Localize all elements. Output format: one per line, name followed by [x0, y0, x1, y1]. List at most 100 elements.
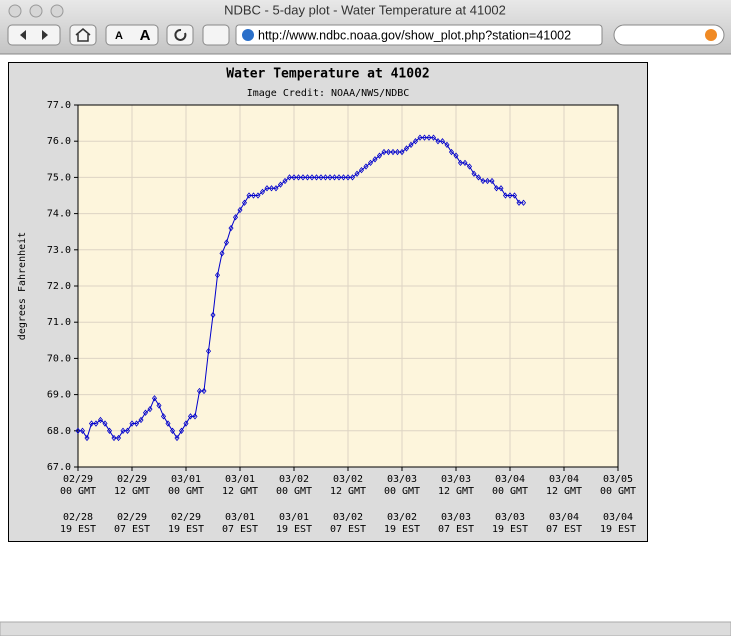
- home-button[interactable]: [69, 24, 97, 46]
- data-point: [480, 177, 486, 185]
- x-tick-est-date: 03/04: [603, 512, 633, 523]
- address-bar[interactable]: [235, 24, 603, 46]
- data-point: [156, 402, 162, 409]
- x-tick-est-date: 03/03: [495, 512, 525, 523]
- text-size-buttons[interactable]: [105, 24, 159, 46]
- data-point: [75, 427, 81, 434]
- minimize-button[interactable]: [29, 4, 43, 18]
- data-point: [309, 174, 315, 181]
- y-tick-label: 73.0: [47, 245, 71, 256]
- snippet-button[interactable]: [202, 24, 230, 46]
- y-tick-label: 71.0: [47, 317, 71, 328]
- data-point: [376, 152, 383, 159]
- x-tick-est-date: 03/03: [441, 512, 471, 523]
- data-point: [349, 174, 356, 181]
- data-point: [295, 174, 302, 181]
- y-tick-label: 77.0: [47, 100, 71, 111]
- data-point: [115, 434, 122, 442]
- data-point: [475, 174, 482, 181]
- x-tick-est-date: 03/02: [333, 512, 363, 523]
- url-text[interactable]: http://www.ndbc.noaa.gov/show_plot.php?s…: [258, 28, 571, 42]
- x-tick-est-hour: 07 EST: [546, 524, 582, 535]
- data-point: [403, 145, 410, 152]
- text-smaller[interactable]: A: [115, 30, 123, 42]
- data-point: [507, 192, 513, 199]
- nav-arrows: [20, 30, 48, 40]
- y-tick-label: 70.0: [47, 353, 71, 364]
- data-point: [516, 199, 522, 206]
- data-point: [300, 174, 306, 181]
- data-point: [345, 174, 351, 181]
- x-tick-est-hour: 19 EST: [276, 524, 312, 535]
- data-point: [394, 148, 401, 156]
- data-point: [408, 141, 414, 148]
- x-tick-hour: 00 GMT: [384, 486, 420, 497]
- data-point: [210, 311, 216, 319]
- x-tick-label: 02/29: [117, 474, 147, 485]
- data-point: [219, 250, 225, 257]
- x-tick-est-date: 03/04: [549, 512, 579, 523]
- data-point: [151, 395, 158, 402]
- data-point: [97, 416, 104, 424]
- x-tick-label: 03/02: [333, 474, 363, 485]
- x-tick-hour: 00 GMT: [168, 486, 204, 497]
- data-point: [426, 134, 432, 141]
- x-tick-est-date: 02/29: [171, 512, 201, 523]
- data-point: [439, 138, 446, 145]
- data-point: [336, 174, 342, 181]
- data-point: [286, 174, 293, 181]
- data-point: [79, 427, 86, 434]
- data-point: [120, 427, 126, 434]
- data-point: [133, 420, 140, 427]
- x-tick-est-date: 02/29: [117, 512, 147, 523]
- data-point: [435, 138, 441, 145]
- data-point: [129, 420, 135, 427]
- x-tick-hour: 00 GMT: [60, 486, 96, 497]
- data-point: [228, 224, 234, 232]
- data-point: [246, 192, 252, 199]
- data-point: [291, 174, 297, 181]
- x-tick-hour: 12 GMT: [546, 486, 582, 497]
- data-point: [214, 271, 221, 279]
- data-point: [277, 181, 284, 188]
- text-bigger[interactable]: A: [140, 27, 151, 44]
- x-tick-est-hour: 19 EST: [492, 524, 528, 535]
- data-point: [471, 170, 477, 177]
- data-point: [102, 420, 108, 427]
- x-tick-hour: 00 GMT: [492, 486, 528, 497]
- data-point: [138, 416, 144, 424]
- data-point: [250, 192, 257, 199]
- x-tick-label: 03/05: [603, 474, 633, 485]
- data-point: [430, 134, 437, 141]
- plot-border: [77, 104, 619, 468]
- data-point: [259, 188, 266, 196]
- data-point: [448, 148, 455, 156]
- reload-button[interactable]: [166, 24, 194, 46]
- y-tick-label: 74.0: [47, 209, 71, 220]
- data-point: [457, 159, 464, 167]
- x-tick-hour: 12 GMT: [330, 486, 366, 497]
- data-point: [304, 174, 311, 181]
- site-icon: [242, 29, 254, 41]
- close-button[interactable]: [8, 4, 22, 18]
- data-point: [327, 174, 333, 181]
- data-point: [322, 174, 329, 181]
- x-tick-label: 02/29: [63, 474, 93, 485]
- x-tick-hour: 12 GMT: [222, 486, 258, 497]
- data-point: [462, 159, 468, 167]
- data-point: [493, 185, 500, 192]
- data-point: [241, 199, 248, 206]
- data-point: [196, 387, 203, 395]
- search-field[interactable]: [613, 24, 725, 46]
- back-forward-button[interactable]: [7, 24, 61, 46]
- data-point: [363, 163, 369, 170]
- data-point: [183, 420, 189, 427]
- x-tick-est-date: 02/28: [63, 512, 93, 523]
- data-point: [453, 152, 459, 159]
- data-point: [313, 174, 320, 181]
- x-tick-est-hour: 19 EST: [600, 524, 636, 535]
- zoom-button[interactable]: [50, 4, 64, 18]
- data-point: [354, 170, 360, 177]
